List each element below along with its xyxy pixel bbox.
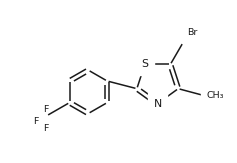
Text: S: S <box>141 59 148 69</box>
Text: F: F <box>33 117 39 126</box>
Text: F: F <box>43 124 48 133</box>
Text: F: F <box>43 105 48 114</box>
Text: N: N <box>153 99 162 109</box>
Text: CH₃: CH₃ <box>207 91 224 100</box>
Text: Br: Br <box>187 28 197 37</box>
